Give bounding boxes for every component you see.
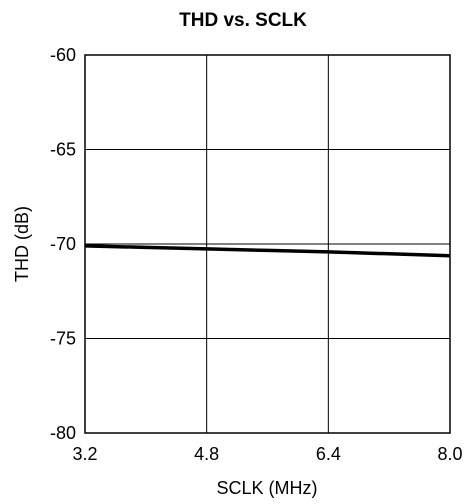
x-tick-label: 3.2 [72,444,97,464]
chart-title: THD vs. SCLK [179,10,307,31]
x-tick-labels: 3.2 4.8 6.4 8.0 [72,444,462,464]
y-tick-labels: -60 -65 -70 -75 -80 [50,45,76,443]
x-tick-label: 4.8 [194,444,219,464]
x-axis-label: SCLK (MHz) [216,478,317,498]
x-tick-label: 6.4 [316,444,341,464]
y-tick-label: -60 [50,45,76,65]
y-tick-label: -80 [50,423,76,443]
series-lines [84,244,451,258]
x-tick-label: 8.0 [437,444,462,464]
plot-area-frame [84,54,451,434]
y-tick-label: -65 [50,140,76,160]
grid-lines [84,54,451,434]
series-line [84,244,451,258]
y-axis-label: THD (dB) [12,206,32,282]
y-tick-label: -75 [50,329,76,349]
y-tick-label: -70 [50,234,76,254]
